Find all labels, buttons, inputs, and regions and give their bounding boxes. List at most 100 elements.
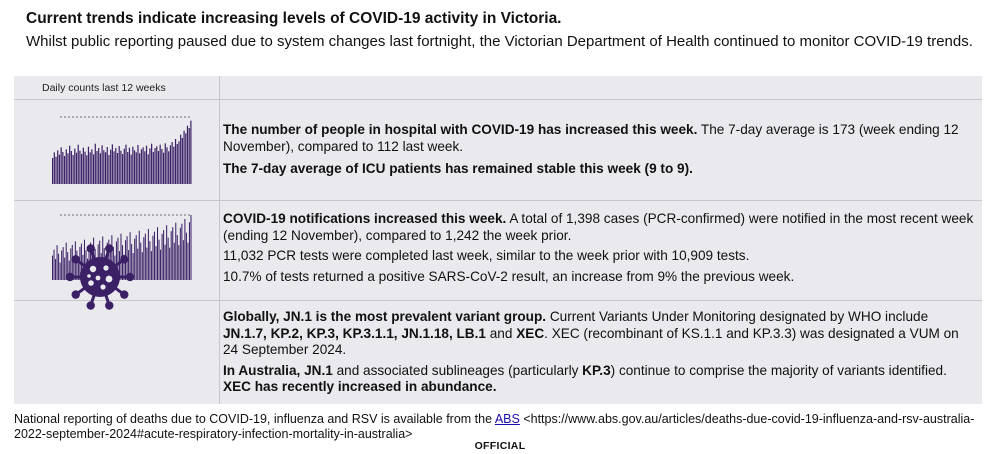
chart-bar xyxy=(173,242,175,280)
virus-spike-tip xyxy=(71,290,80,299)
chart-bar xyxy=(181,223,183,280)
chart-bar xyxy=(161,233,163,280)
column-header-label: Daily counts last 12 weeks xyxy=(42,82,166,94)
chart-bar xyxy=(174,139,177,184)
chart-bar xyxy=(181,138,183,184)
virus-spike-tip xyxy=(105,244,114,253)
chart-bar xyxy=(142,147,144,184)
chart-bar xyxy=(77,259,79,280)
chart-bar xyxy=(158,239,160,280)
chart-bar xyxy=(137,248,139,280)
chart-bar xyxy=(65,242,67,280)
chart-bar xyxy=(128,250,130,280)
chart-bar xyxy=(106,147,108,184)
chart-bar xyxy=(115,148,117,184)
chart-bar xyxy=(123,148,125,184)
chart-bar xyxy=(166,147,168,184)
chart-bar xyxy=(52,255,54,280)
virus-spike-tip xyxy=(71,255,80,264)
chart-bar xyxy=(76,250,78,280)
chart-bar xyxy=(83,239,85,280)
chart-bar xyxy=(186,125,189,184)
chart-bar xyxy=(118,251,120,280)
footer-note: National reporting of deaths due to COVI… xyxy=(14,412,989,442)
chart-bar xyxy=(70,248,72,280)
chart-bar xyxy=(120,150,122,184)
chart-bar xyxy=(153,231,155,280)
chart-bar xyxy=(62,152,64,184)
chart-bar xyxy=(152,235,154,280)
chart-bar xyxy=(99,153,102,184)
chart-bar xyxy=(72,155,74,184)
icu-headline: The 7-day average of ICU patients has re… xyxy=(223,161,693,176)
chart-bar xyxy=(104,152,107,184)
chart-bar xyxy=(81,154,83,184)
chart-bar xyxy=(89,152,91,184)
chart-bar xyxy=(96,151,98,184)
chart-bar xyxy=(113,151,115,184)
column-divider xyxy=(219,76,220,404)
chart-bar xyxy=(127,152,129,184)
intro-text: Whilst public reporting paused due to sy… xyxy=(26,33,973,50)
chart-bar xyxy=(169,247,171,280)
chart-bar xyxy=(59,262,61,280)
chart-bar xyxy=(94,143,96,184)
chart-bar xyxy=(152,152,154,184)
row-divider-2 xyxy=(14,300,982,301)
chart-bar xyxy=(159,144,161,184)
kp3-label: KP.3 xyxy=(582,362,611,378)
xec-detail: . XEC (recombinant of KS.1.1 and KP.3.3)… xyxy=(223,325,959,358)
chart-bar xyxy=(170,231,172,280)
chart-bar xyxy=(133,150,136,184)
trends-table: Daily counts last 12 weeks 201 The numbe… xyxy=(14,76,982,404)
header-divider xyxy=(14,99,982,100)
chart-bar xyxy=(98,148,100,184)
australia-text: and associated sublineages (particularly xyxy=(332,362,583,378)
chart-bar xyxy=(111,235,113,280)
chart-bar xyxy=(150,251,152,280)
chart-bar xyxy=(134,238,136,280)
virus-spike-tip xyxy=(125,272,135,282)
chart-bar xyxy=(52,158,54,184)
chart-bar xyxy=(135,235,137,280)
chart-bar xyxy=(144,233,146,280)
chart-bar xyxy=(132,146,134,184)
chart-bar xyxy=(101,145,103,184)
chart-bar xyxy=(140,149,142,184)
chart-bar xyxy=(91,149,93,184)
chart-bar xyxy=(84,151,86,184)
chart-bar xyxy=(140,242,142,280)
vum-list: JN.1.7, KP.2, KP.3, KP.3.1.1, JN.1.18, L… xyxy=(223,325,486,341)
virus-spot xyxy=(105,275,113,283)
global-variant-text: Current Variants Under Monitoring design… xyxy=(546,309,929,324)
chart-bar xyxy=(167,237,169,280)
chart-bar xyxy=(55,259,57,280)
chart-bar xyxy=(137,145,139,184)
chart-bar xyxy=(131,243,133,280)
chart-bar xyxy=(123,254,125,280)
chart-bar xyxy=(156,146,158,184)
chart-bar xyxy=(187,242,189,280)
chart-bar xyxy=(74,148,76,184)
vum-and: and xyxy=(485,325,517,341)
chart-bar xyxy=(146,247,148,280)
chart-bar xyxy=(173,146,175,184)
chart-bar xyxy=(157,227,159,280)
chart-bar xyxy=(118,146,120,184)
chart-bar xyxy=(172,227,174,280)
virus-spot xyxy=(103,265,109,271)
chart-bar xyxy=(176,235,178,280)
abs-link[interactable]: ABS xyxy=(494,412,520,426)
chart-bar xyxy=(77,144,79,184)
chart-bar xyxy=(138,230,140,280)
chart-bar xyxy=(71,244,73,280)
chart-bar xyxy=(145,145,148,184)
chart-bar xyxy=(67,252,69,280)
chart-bar xyxy=(82,147,84,184)
global-variant-headline: Globally, JN.1 is the most prevalent var… xyxy=(223,309,547,324)
chart-bar xyxy=(92,154,95,184)
chart-bar xyxy=(62,247,64,280)
chart-bar xyxy=(111,144,113,184)
variants-row-text: Globally, JN.1 is the most prevalent var… xyxy=(223,309,975,402)
chart-bar xyxy=(53,249,55,280)
